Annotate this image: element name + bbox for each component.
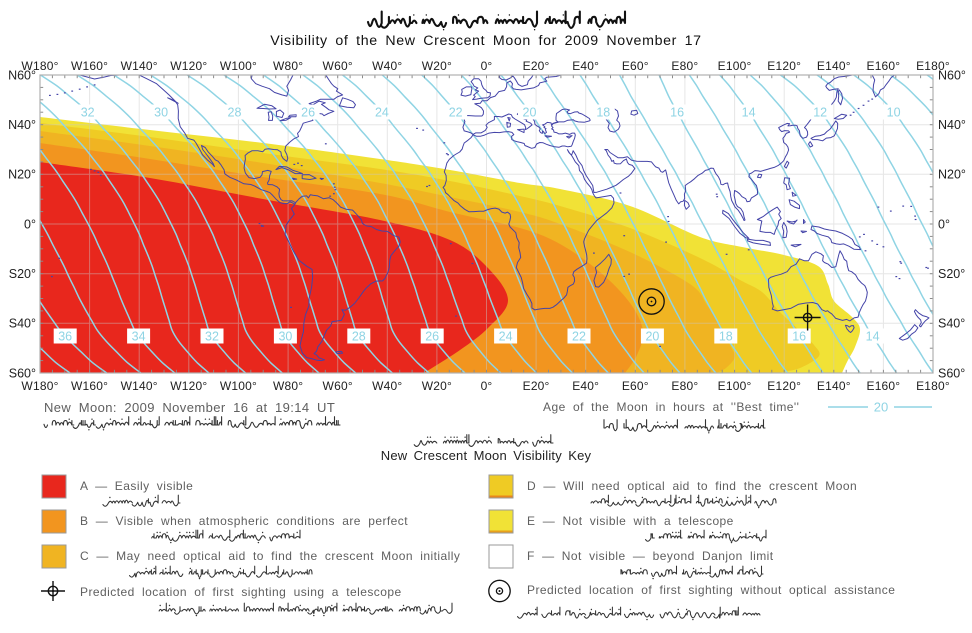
svg-text:W100°: W100° (220, 59, 257, 73)
svg-text:W160°: W160° (71, 379, 108, 393)
svg-text:E140°: E140° (817, 379, 851, 393)
svg-text:0°: 0° (938, 217, 950, 231)
svg-text:N20°: N20° (938, 168, 966, 182)
svg-text:E180°: E180° (916, 59, 950, 73)
svg-text:18: 18 (596, 105, 610, 119)
svg-text:B — Visible when atmospheric c: B — Visible when atmospheric conditions … (80, 514, 408, 528)
svg-text:E — Not visible with a telesco: E — Not visible with a telescope (527, 514, 734, 528)
svg-text:E140°: E140° (817, 59, 851, 73)
svg-text:0°: 0° (24, 217, 36, 231)
svg-text:E40°: E40° (572, 59, 599, 73)
svg-text:W180°: W180° (21, 379, 58, 393)
svg-text:E40°: E40° (572, 379, 599, 393)
svg-text:W20°: W20° (422, 379, 452, 393)
svg-text:12: 12 (813, 105, 827, 119)
svg-text:N40°: N40° (938, 118, 966, 132)
svg-text:W60°: W60° (323, 59, 353, 73)
svg-text:E180°: E180° (916, 379, 950, 393)
svg-text:36: 36 (58, 329, 72, 343)
svg-text:W60°: W60° (323, 379, 353, 393)
svg-text:32: 32 (205, 329, 219, 343)
svg-text:Predicted location of first si: Predicted location of first sighting usi… (80, 585, 402, 599)
svg-text:30: 30 (278, 329, 292, 343)
svg-text:10: 10 (887, 105, 901, 119)
svg-text:E120°: E120° (767, 59, 801, 73)
svg-text:26: 26 (425, 329, 439, 343)
svg-text:S20°: S20° (9, 267, 36, 281)
svg-text:20: 20 (874, 400, 888, 415)
svg-text:22: 22 (572, 329, 586, 343)
svg-text:Visibility of the New Crescent: Visibility of the New Crescent Moon for … (270, 33, 701, 49)
svg-text:N40°: N40° (8, 118, 36, 132)
svg-text:W80°: W80° (273, 59, 303, 73)
svg-text:W140°: W140° (121, 379, 158, 393)
svg-text:E20°: E20° (523, 379, 550, 393)
svg-text:N60°: N60° (8, 68, 36, 82)
svg-text:New Crescent Moon Visibility K: New Crescent Moon Visibility Key (381, 448, 592, 463)
svg-text:E20°: E20° (523, 59, 550, 73)
svg-text:A — Easily visible: A — Easily visible (80, 479, 193, 493)
svg-text:30: 30 (154, 105, 168, 119)
svg-text:22: 22 (449, 105, 463, 119)
svg-text:34: 34 (132, 329, 146, 343)
svg-text:W100°: W100° (220, 379, 257, 393)
svg-text:W120°: W120° (170, 59, 207, 73)
svg-text:E60°: E60° (622, 379, 649, 393)
svg-text:26: 26 (301, 105, 315, 119)
svg-text:16: 16 (792, 329, 806, 343)
svg-text:16: 16 (670, 105, 684, 119)
svg-text:E160°: E160° (866, 59, 900, 73)
svg-text:W180°: W180° (21, 59, 58, 73)
svg-text:14: 14 (866, 329, 880, 343)
svg-text:E120°: E120° (767, 379, 801, 393)
svg-text:W40°: W40° (372, 59, 402, 73)
svg-text:C — May need optical aid to fi: C — May need optical aid to find the cre… (80, 549, 460, 563)
svg-text:28: 28 (228, 105, 242, 119)
svg-text:Age of the Moon in hours at '': Age of the Moon in hours at ''Best time'… (543, 400, 799, 414)
svg-text:24: 24 (499, 329, 513, 343)
svg-text:E100°: E100° (718, 379, 752, 393)
svg-text:New Moon: 2009 November 16 at: New Moon: 2009 November 16 at 19:14 UT (44, 400, 335, 415)
svg-text:S60°: S60° (938, 366, 965, 380)
svg-text:14: 14 (742, 105, 756, 119)
svg-text:E100°: E100° (718, 59, 752, 73)
svg-text:24: 24 (375, 105, 389, 119)
svg-text:S40°: S40° (938, 317, 965, 331)
svg-text:W160°: W160° (71, 59, 108, 73)
svg-text:Predicted location of first si: Predicted location of first sighting wit… (527, 583, 895, 597)
svg-text:18: 18 (719, 329, 733, 343)
svg-text:W40°: W40° (372, 379, 402, 393)
svg-text:F — Not visible — beyond Danjo: F — Not visible — beyond Danjon limit (527, 549, 774, 563)
svg-text:S20°: S20° (938, 267, 965, 281)
svg-text:D — Will need optical aid to f: D — Will need optical aid to find the cr… (527, 479, 857, 493)
svg-text:W80°: W80° (273, 379, 303, 393)
svg-text:0°: 0° (481, 379, 493, 393)
svg-text:E160°: E160° (866, 379, 900, 393)
svg-text:S60°: S60° (9, 366, 36, 380)
svg-text:E80°: E80° (671, 59, 698, 73)
svg-text:W140°: W140° (121, 59, 158, 73)
svg-text:N20°: N20° (8, 168, 36, 182)
svg-text:20: 20 (645, 329, 659, 343)
svg-text:W120°: W120° (170, 379, 207, 393)
svg-text:E80°: E80° (671, 379, 698, 393)
svg-text:28: 28 (352, 329, 366, 343)
svg-text:W20°: W20° (422, 59, 452, 73)
svg-text:S40°: S40° (9, 317, 36, 331)
svg-text:20: 20 (523, 105, 537, 119)
svg-text:0°: 0° (481, 59, 493, 73)
svg-text:32: 32 (81, 105, 95, 119)
svg-text:E60°: E60° (622, 59, 649, 73)
svg-text:N60°: N60° (938, 68, 966, 82)
